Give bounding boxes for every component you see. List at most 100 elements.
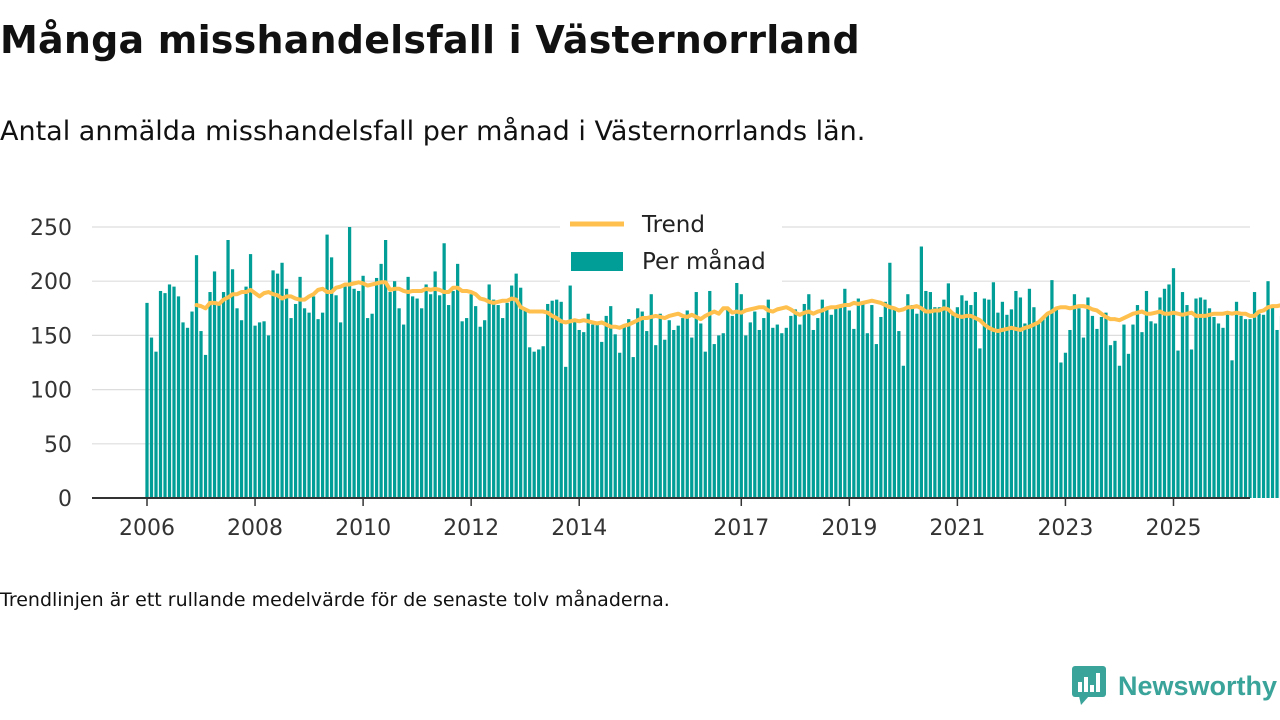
bar-per-manad (451, 290, 455, 498)
x-tick-label: 2023 (1037, 516, 1093, 541)
bar-per-manad (523, 308, 527, 498)
bar-per-manad (798, 324, 802, 498)
bar-per-manad (374, 277, 379, 498)
bar-per-manad (316, 319, 320, 498)
bar-per-manad (735, 277, 739, 498)
bar-per-manad (208, 292, 212, 498)
bar-per-manad (609, 306, 613, 498)
bar-per-manad (541, 346, 545, 498)
bar-per-manad (478, 326, 482, 498)
bar-per-manad (708, 290, 712, 498)
bar-per-manad (640, 311, 644, 498)
bar-per-manad (1018, 297, 1023, 498)
bar-per-manad (519, 287, 523, 498)
bar-per-manad (505, 302, 509, 498)
bar-per-manad (1212, 316, 1216, 498)
bar-per-manad (1176, 350, 1180, 498)
bar-per-manad (667, 320, 671, 498)
bar-per-manad (289, 318, 293, 498)
bar-per-manad (685, 310, 689, 498)
bar-per-manad (338, 322, 343, 498)
y-tick-label: 150 (30, 324, 72, 349)
bar-per-manad (163, 293, 167, 498)
bar-per-manad (636, 308, 640, 498)
bar-per-manad (492, 299, 496, 498)
bar-per-manad (1230, 360, 1234, 498)
bar-per-manad (356, 290, 361, 498)
bar-per-manad (676, 325, 680, 498)
bar-per-manad (528, 347, 532, 498)
bar-per-manad (1117, 365, 1122, 498)
bar-per-manad (672, 329, 676, 498)
bar-per-manad (1185, 305, 1189, 498)
bar-per-manad (420, 308, 424, 498)
bar-per-manad (532, 351, 536, 498)
bar-per-manad (901, 365, 905, 498)
bar-per-manad (190, 311, 194, 498)
bar-per-manad (1059, 362, 1063, 498)
bar-per-manad (501, 318, 505, 498)
x-tick-label: 2014 (551, 516, 607, 541)
bar-per-manad (1081, 337, 1086, 498)
bar-per-manad (1189, 349, 1194, 498)
bar-per-manad (537, 349, 541, 498)
bar-per-manad (663, 339, 667, 498)
bar-per-manad (604, 315, 608, 498)
bar-per-manad (383, 240, 388, 498)
x-axis: 2006 2008 2010 2012 2014 2017 2019 2021 2023 2025 (119, 498, 1201, 541)
bar-per-manad (221, 292, 226, 498)
bar-per-manad (784, 327, 788, 498)
bar-per-manad (951, 313, 955, 498)
bar-per-manad (861, 302, 865, 498)
bar-per-manad (325, 234, 329, 498)
x-tick-label: 2025 (1145, 516, 1201, 541)
bar-per-manad (982, 298, 987, 498)
x-tick-label: 2017 (713, 516, 769, 541)
bar-per-manad (753, 311, 757, 498)
y-tick-label: 50 (44, 433, 72, 458)
bar-per-manad (721, 333, 725, 498)
bar-per-manad (474, 306, 478, 498)
bar-per-manad (717, 335, 721, 498)
bar-per-manad (834, 307, 838, 498)
bar-per-manad (1216, 323, 1221, 498)
bar-per-manad (1005, 314, 1009, 498)
bar-per-manad (429, 294, 433, 498)
bar-per-manad (253, 325, 257, 498)
bar-per-manad (145, 302, 149, 498)
y-tick-label: 100 (30, 379, 72, 404)
bar-per-manad (1045, 313, 1050, 498)
bar-per-manad (1054, 307, 1059, 498)
bar-per-manad (847, 310, 851, 498)
bar-per-manad (739, 294, 743, 498)
x-tick-label: 2021 (929, 516, 985, 541)
bar-per-manad (1126, 353, 1131, 498)
bar-per-manad (852, 328, 856, 498)
bar-per-manad (456, 263, 460, 498)
bar-per-manad (591, 324, 595, 498)
bar-per-manad (1014, 290, 1018, 498)
bar-per-manad (843, 288, 847, 498)
bar-per-manad (275, 273, 280, 498)
bar-per-manad (1234, 301, 1239, 498)
bar-per-manad (924, 290, 928, 498)
y-tick-label: 200 (30, 270, 72, 295)
bar-per-manad (973, 292, 978, 498)
bar-per-manad (802, 303, 806, 498)
bar-per-manad (748, 322, 752, 498)
bar-per-manad (438, 295, 442, 498)
trend-line (194, 280, 1280, 334)
bar-per-manad (411, 296, 415, 498)
bar-per-manad (1108, 345, 1113, 498)
bar-per-manad (955, 307, 960, 498)
bar-per-manad (582, 332, 586, 498)
bar-per-manad (550, 300, 554, 498)
bar-per-manad (555, 299, 559, 498)
bar-per-manad (1221, 327, 1225, 498)
bar-per-manad (212, 271, 217, 498)
bar-per-manad (1149, 321, 1153, 498)
bar-per-manad (987, 299, 991, 498)
newsworthy-logo[interactable]: Newsworthy (1072, 666, 1277, 706)
bar-per-manad (816, 318, 820, 498)
bar-per-manad (874, 344, 878, 498)
